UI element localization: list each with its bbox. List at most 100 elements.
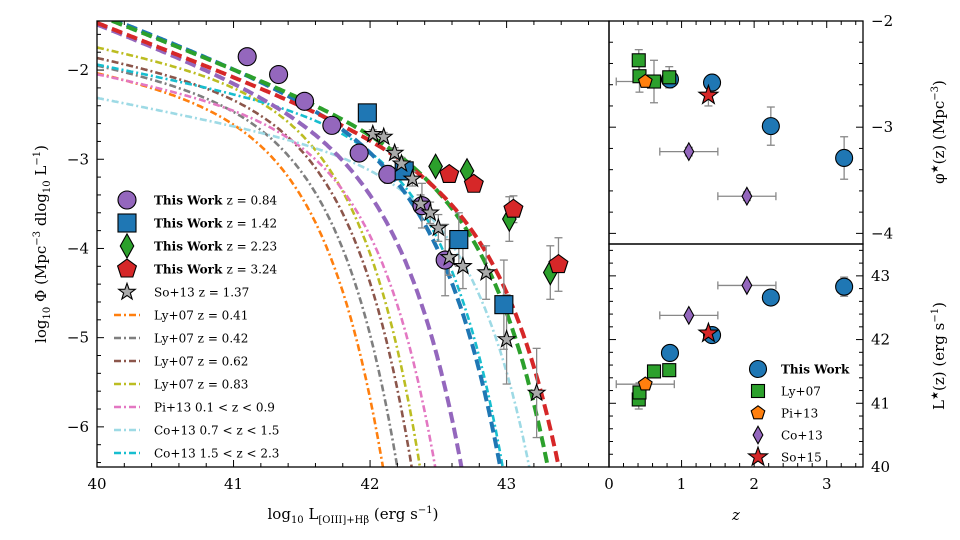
lstar-legend-label-2: Pi+13 bbox=[781, 407, 818, 421]
lf-legend-label-1: This Work z = 1.42 bbox=[154, 217, 277, 231]
lstar-legend-label-0: This Work bbox=[781, 363, 850, 377]
lf-legend-label-9: Pi+13 0.1 < z < 0.9 bbox=[154, 401, 275, 415]
lf-ytick-label: −5 bbox=[67, 329, 89, 347]
lf-xtick-label: 42 bbox=[361, 475, 380, 493]
lf-ytick-label: −6 bbox=[67, 418, 89, 436]
lstar-legend-label-1: Ly+07 bbox=[781, 385, 821, 399]
lf-legend-label-10: Co+13 0.7 < z < 1.5 bbox=[154, 424, 279, 438]
lf-point-s4-12 bbox=[526, 382, 547, 402]
lf-xlabel: log10 L[OIII]+Hβ (erg s−1) bbox=[268, 505, 439, 526]
lf-curve-2 bbox=[97, 56, 413, 467]
lf-curve-1 bbox=[97, 64, 399, 467]
lf-ytick-label: −2 bbox=[67, 61, 89, 79]
lstar-legend-marker-1 bbox=[750, 383, 766, 399]
lf-ytick-label: −3 bbox=[67, 150, 89, 168]
lf-point-s0-2 bbox=[294, 91, 315, 111]
phi-point-s2-0 bbox=[637, 73, 653, 88]
lstar-point-s1-2 bbox=[646, 364, 662, 379]
phi-ytick-label: −4 bbox=[871, 224, 893, 242]
lf-point-s4-11 bbox=[496, 329, 517, 348]
lstar-legend-label-4: So+15 bbox=[781, 451, 822, 465]
lstar-legend-marker-4 bbox=[746, 445, 770, 467]
lf-legend-label-8: Ly+07 z = 0.83 bbox=[154, 378, 248, 392]
lf-legend-marker-3 bbox=[116, 258, 138, 278]
lf-legend-marker-4 bbox=[117, 281, 137, 301]
lstar-point-s2-0 bbox=[637, 376, 653, 391]
lf-point-s4-7 bbox=[428, 217, 449, 237]
lstar-ytick-label: 41 bbox=[871, 394, 890, 412]
lf-point-s1-3 bbox=[494, 295, 514, 315]
lf-curve-6 bbox=[97, 63, 505, 467]
lf-point-s3-3 bbox=[548, 253, 569, 274]
lstar-legend-marker-0 bbox=[748, 359, 768, 379]
lf-point-s2-0 bbox=[428, 153, 443, 180]
lf-legend-label-7: Ly+07 z = 0.62 bbox=[154, 355, 248, 369]
lstar-point-s4-0 bbox=[697, 321, 720, 343]
lf-legend-marker-2 bbox=[119, 232, 135, 260]
phi-point-s0-2 bbox=[761, 117, 780, 136]
lstar-point-s1-3 bbox=[662, 363, 677, 378]
lstar-point-s3-1 bbox=[741, 275, 753, 296]
lstar-ytick-label: 43 bbox=[871, 267, 890, 285]
phi-point-s0-3 bbox=[835, 148, 854, 168]
lf-point-s0-5 bbox=[378, 164, 398, 184]
lstar-legend-marker-2 bbox=[750, 405, 766, 420]
lf-legend-marker-1 bbox=[117, 213, 137, 233]
lf-curve-7 bbox=[97, 22, 464, 467]
lstar-frame bbox=[608, 243, 864, 468]
phi-point-s0-1 bbox=[703, 73, 722, 92]
phi-point-s4-0 bbox=[697, 83, 720, 105]
phi-point-s3-1 bbox=[741, 186, 753, 207]
axes-layer: 40 41 42 43 −2 −3 −4 −5 −6 −2 −3 −4 40 41 42 43 0 1 2 3 log1… bbox=[32, 12, 948, 526]
z-xtick-label: 2 bbox=[749, 475, 759, 493]
lstar-ytick-label: 40 bbox=[871, 458, 890, 476]
phi-ytick-label: −2 bbox=[871, 12, 893, 30]
z-xtick-label: 1 bbox=[677, 475, 687, 493]
lf-point-s4-1 bbox=[373, 126, 394, 146]
lf-point-s4-0 bbox=[362, 123, 383, 143]
lf-point-s3-1 bbox=[463, 173, 484, 193]
lf-point-s0-4 bbox=[349, 143, 369, 163]
lstar-legend-marker-3 bbox=[752, 425, 764, 445]
lf-point-s0-3 bbox=[322, 115, 342, 135]
lf-legend-label-5: Ly+07 z = 0.41 bbox=[154, 309, 248, 323]
lf-point-s4-8 bbox=[439, 246, 460, 266]
lstar-point-s0-3 bbox=[835, 277, 854, 296]
lf-curve-5 bbox=[97, 96, 531, 467]
lf-point-s1-2 bbox=[449, 229, 469, 250]
lf-point-s4-5 bbox=[410, 193, 431, 213]
phi-frame bbox=[608, 20, 864, 245]
lf-curve-4 bbox=[97, 73, 437, 467]
lf-point-s4-9 bbox=[452, 255, 473, 275]
lf-legend-label-0: This Work z = 0.84 bbox=[154, 194, 278, 208]
lstar-point-s0-0 bbox=[660, 343, 680, 363]
lstar-legend-label-3: Co+13 bbox=[781, 429, 823, 443]
legend-layer: This Work z = 0.84 This Work z = 1.42 This… bbox=[114, 190, 850, 467]
lf-point-s0-0 bbox=[237, 47, 257, 67]
lf-point-s4-6 bbox=[420, 202, 441, 222]
lf-point-s4-4 bbox=[402, 168, 423, 188]
phi-point-s1-3 bbox=[662, 70, 677, 85]
lf-point-s0-1 bbox=[269, 64, 289, 85]
phi-ytick-label: −3 bbox=[871, 118, 893, 136]
lstar-point-s3-0 bbox=[683, 305, 695, 326]
lf-legend-label-6: Ly+07 z = 0.42 bbox=[154, 332, 248, 346]
phi-ylabel: φ★(z) (Mpc−3) bbox=[930, 80, 948, 184]
lf-point-s3-0 bbox=[439, 163, 460, 183]
lf-legend-label-3: This Work z = 3.24 bbox=[154, 263, 278, 277]
lf-legend-marker-0 bbox=[117, 190, 137, 210]
phi-point-s1-0 bbox=[631, 53, 646, 68]
points-layer bbox=[237, 47, 854, 439]
lf-ytick-label: −4 bbox=[67, 239, 89, 257]
lf-point-s4-2 bbox=[384, 142, 405, 162]
z-xlabel: z bbox=[731, 506, 740, 524]
z-xtick-label: 3 bbox=[822, 475, 832, 493]
z-xtick-label: 0 bbox=[604, 475, 614, 493]
lstar-ytick-label: 42 bbox=[871, 331, 890, 349]
lf-xtick-label: 40 bbox=[87, 475, 106, 493]
lf-point-s4-10 bbox=[476, 262, 497, 281]
lf-point-s3-2 bbox=[503, 198, 524, 218]
lstar-ylabel: L★(z) (erg s−1) bbox=[930, 302, 948, 410]
lf-legend-label-4: So+13 z = 1.37 bbox=[154, 286, 249, 300]
